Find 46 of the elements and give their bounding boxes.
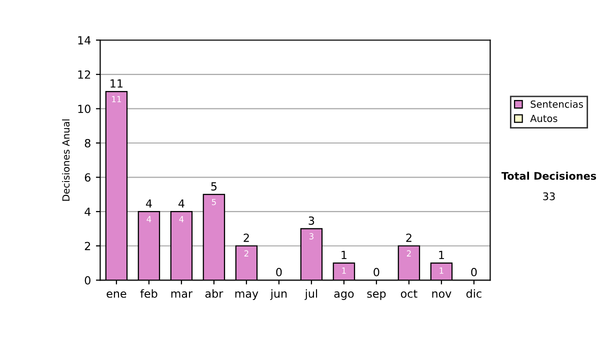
x-tick-label: nov [432,291,452,298]
data-label: 4 [179,216,184,222]
y-tick-label: 14 [78,36,91,44]
total-label: 11 [110,79,122,88]
x-tick-label: jun [270,289,287,300]
x-tick-label: may [235,291,258,300]
y-tick-label: 8 [84,138,90,148]
data-label: 1 [342,268,346,274]
x-tick-label: sep [367,291,386,300]
x-tick-label: feb [140,289,158,298]
y-axis-title: Decisiones Anual [62,119,70,201]
total-label: 1 [342,250,346,259]
x-tick-label: ago [334,291,354,300]
total-label: 0 [276,268,282,276]
data-label: 1 [440,268,444,274]
data-label: 4 [146,216,152,222]
y-tick-label: 2 [84,242,90,250]
x-tick-label: jul [304,289,318,300]
total-label: 0 [374,268,380,276]
y-tick-label: 12 [78,70,90,79]
total-label: 2 [244,234,249,242]
total-label: 4 [178,199,184,208]
text: Total Decisiones [501,172,596,180]
total-label: 1 [439,250,444,259]
x-tick-label: abr [205,289,224,298]
data-label: 11 [112,96,121,102]
text: 33 [543,192,555,200]
total-label: 2 [406,234,412,242]
y-tick-label: 4 [84,208,91,216]
total-label: 0 [471,268,477,276]
legend-label: Autos [530,114,558,122]
legend-label: Sentencias [530,100,583,108]
data-label: 5 [212,198,216,206]
total-label: 5 [211,182,217,191]
x-tick-label: dic [466,289,482,298]
y-tick-label: 0 [84,276,90,285]
data-label: 3 [309,233,314,240]
total-label: 4 [146,199,152,208]
y-tick-label: 10 [78,104,90,114]
x-tick-label: oct [400,290,418,298]
x-tick-label: mar [171,291,193,298]
x-tick-label: ene [106,291,126,298]
data-label: 2 [244,250,248,256]
y-tick-label: 6 [84,173,90,182]
total-label: 3 [308,216,314,225]
data-label: 2 [406,250,411,256]
